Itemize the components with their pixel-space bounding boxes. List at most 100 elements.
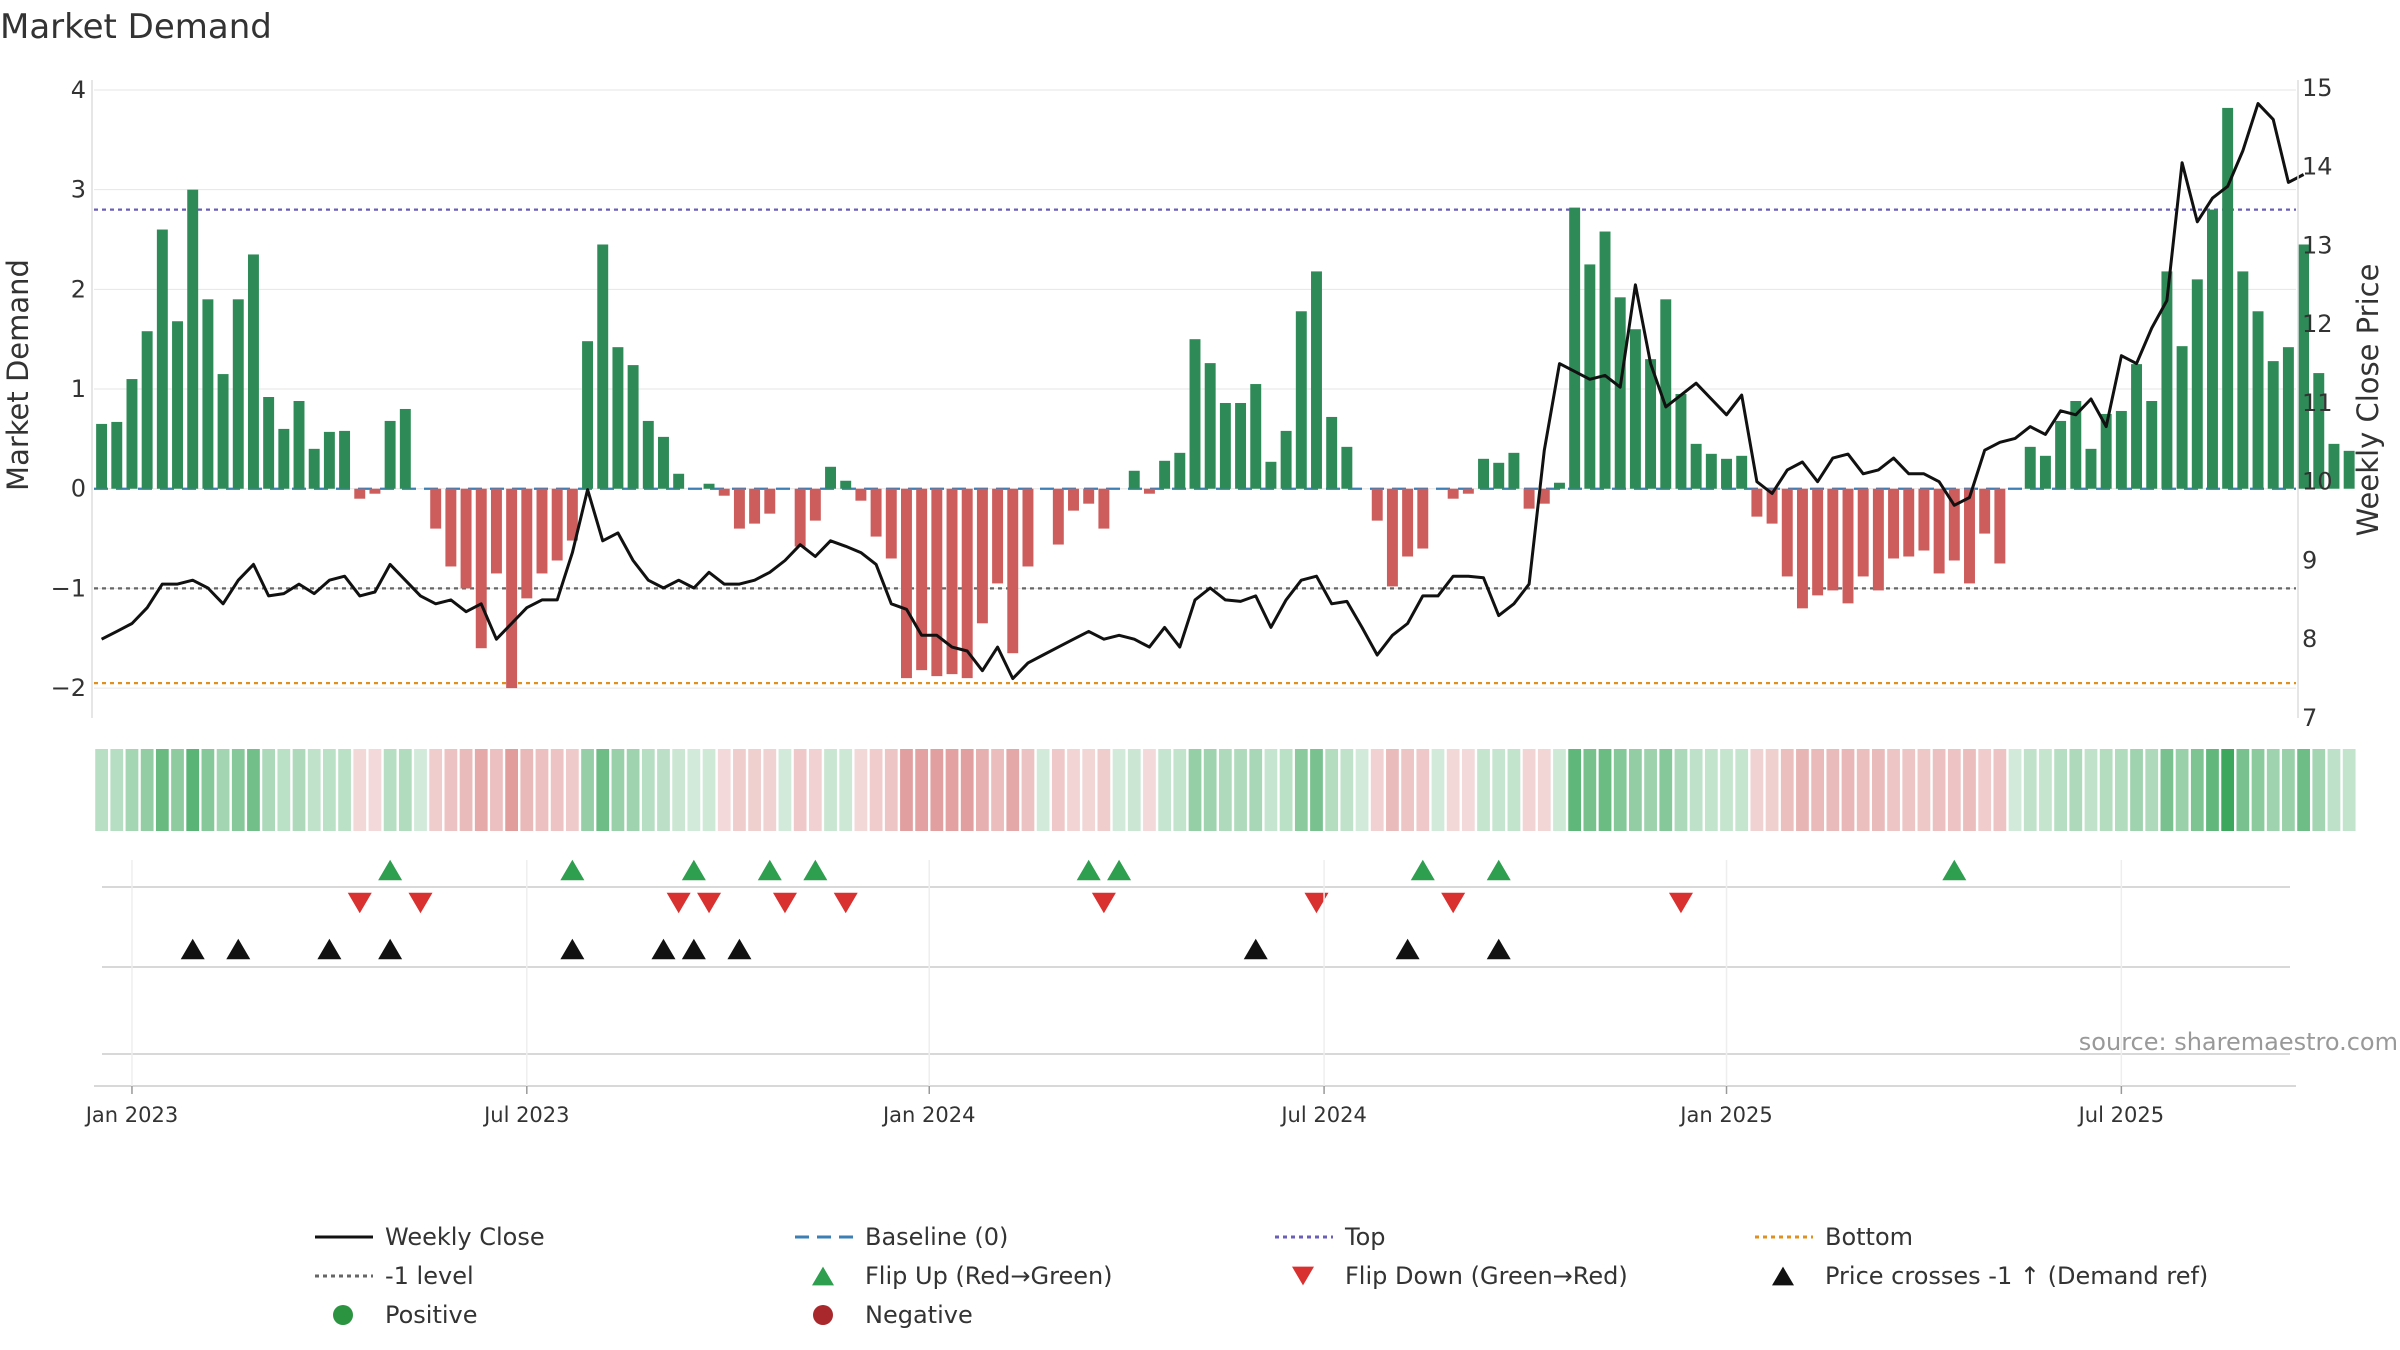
y-tick-label-right: 8 — [2302, 625, 2317, 653]
strip-cell — [2266, 749, 2280, 831]
demand-bar — [597, 244, 609, 489]
demand-bar — [2055, 420, 2067, 489]
demand-bar — [2039, 455, 2051, 489]
x-tick-label: Jul 2024 — [1279, 1103, 1366, 1127]
flip-down-marker — [1091, 892, 1116, 914]
demand-bar — [1614, 297, 1626, 489]
x-tick-label: Jan 2024 — [881, 1103, 976, 1127]
flip-down-marker — [408, 892, 433, 914]
demand-bar — [627, 365, 639, 489]
strip-cell — [991, 749, 1004, 831]
demand-bar — [946, 488, 958, 675]
flip-up-marker — [378, 859, 403, 881]
strip-cell — [915, 749, 929, 831]
legend-item: Weekly Close — [315, 1223, 545, 1251]
strip-cell — [1188, 749, 1202, 831]
demand-bar — [1660, 299, 1672, 489]
demand-bar — [1402, 488, 1414, 557]
strip-cell — [2342, 749, 2356, 831]
demand-bar — [2176, 346, 2188, 489]
demand-bar — [1493, 462, 1505, 489]
strip-cell — [854, 749, 868, 831]
strip-cell — [505, 749, 518, 831]
demand-bar — [536, 488, 548, 574]
strip-cell — [1887, 749, 1900, 831]
strip-cell — [672, 749, 686, 831]
strip-cell — [1811, 749, 1825, 831]
legend-swatch — [1292, 1266, 1314, 1286]
y-tick-label-left: 2 — [71, 275, 86, 303]
demand-bar — [794, 488, 806, 547]
demand-bar — [217, 374, 229, 489]
strip-cell — [657, 749, 670, 831]
strip-cell — [247, 749, 260, 831]
demand-bar — [1098, 488, 1110, 529]
strip-cell — [1765, 749, 1779, 831]
demand-bar — [1705, 453, 1717, 489]
strip-cell — [520, 749, 534, 831]
demand-bar — [308, 448, 320, 489]
flip-down-marker — [666, 892, 691, 914]
demand-bar — [764, 488, 776, 514]
strip-cell — [1051, 749, 1065, 831]
demand-bar — [673, 473, 685, 489]
strip-cell — [1963, 749, 1976, 831]
flip-down-marker — [772, 892, 797, 914]
strip-cell — [155, 749, 169, 831]
demand-bar — [1204, 363, 1216, 489]
legend-swatch — [333, 1305, 353, 1325]
strip-cell — [596, 749, 610, 831]
strip-cell — [2145, 749, 2159, 831]
strip-cell — [1249, 749, 1263, 831]
strip-cell — [2084, 749, 2098, 831]
source-note: source: sharemaestro.com — [2079, 1028, 2398, 1056]
demand-bar — [992, 488, 1004, 584]
flip-up-marker — [1107, 859, 1132, 881]
signal-rows — [102, 859, 2290, 1055]
strip-cell — [95, 749, 108, 831]
demand-bar — [1295, 311, 1307, 489]
demand-bar — [1265, 461, 1277, 489]
demand-bar — [612, 347, 624, 489]
strip-cell — [702, 749, 716, 831]
demand-bar — [475, 488, 487, 649]
price-cross-marker — [1395, 938, 1420, 960]
strip-cell — [611, 749, 625, 831]
strip-cell — [1902, 749, 1916, 831]
demand-bar — [354, 488, 366, 499]
demand-heat-strip — [95, 749, 2356, 831]
price-cross-marker — [378, 938, 403, 960]
strip-cell — [307, 749, 321, 831]
strip-cell — [1279, 749, 1293, 831]
demand-bar — [126, 379, 138, 489]
demand-bar — [885, 488, 897, 559]
demand-bars — [96, 107, 2355, 689]
demand-bar — [2024, 446, 2036, 489]
flip-up-marker — [681, 859, 706, 881]
demand-bar — [733, 488, 745, 529]
strip-cell — [687, 749, 701, 831]
strip-cell — [414, 749, 427, 831]
y-tick-label-right: 7 — [2302, 704, 2317, 732]
strip-cell — [1629, 749, 1642, 831]
y-axis-right-label: Weekly Close Price — [2351, 264, 2385, 537]
demand-bar — [1857, 488, 1869, 577]
demand-bar — [1721, 458, 1732, 489]
strip-cell — [1720, 749, 1733, 831]
strip-cell — [1856, 749, 1870, 831]
strip-cell — [1613, 749, 1627, 831]
strip-cell — [1386, 749, 1399, 831]
y-tick-label-right: 12 — [2302, 310, 2333, 338]
strip-cell — [2054, 749, 2067, 831]
flip-up-marker — [803, 859, 828, 881]
demand-bar — [961, 488, 973, 679]
demand-bar — [141, 331, 153, 489]
strip-cell — [1492, 749, 1506, 831]
demand-bar — [369, 488, 381, 494]
strip-cell — [1932, 749, 1946, 831]
y-tick-label-left: 4 — [71, 76, 86, 104]
legend-item: Baseline (0) — [795, 1223, 1008, 1251]
demand-bar — [2222, 107, 2234, 489]
strip-cell — [2175, 749, 2189, 831]
